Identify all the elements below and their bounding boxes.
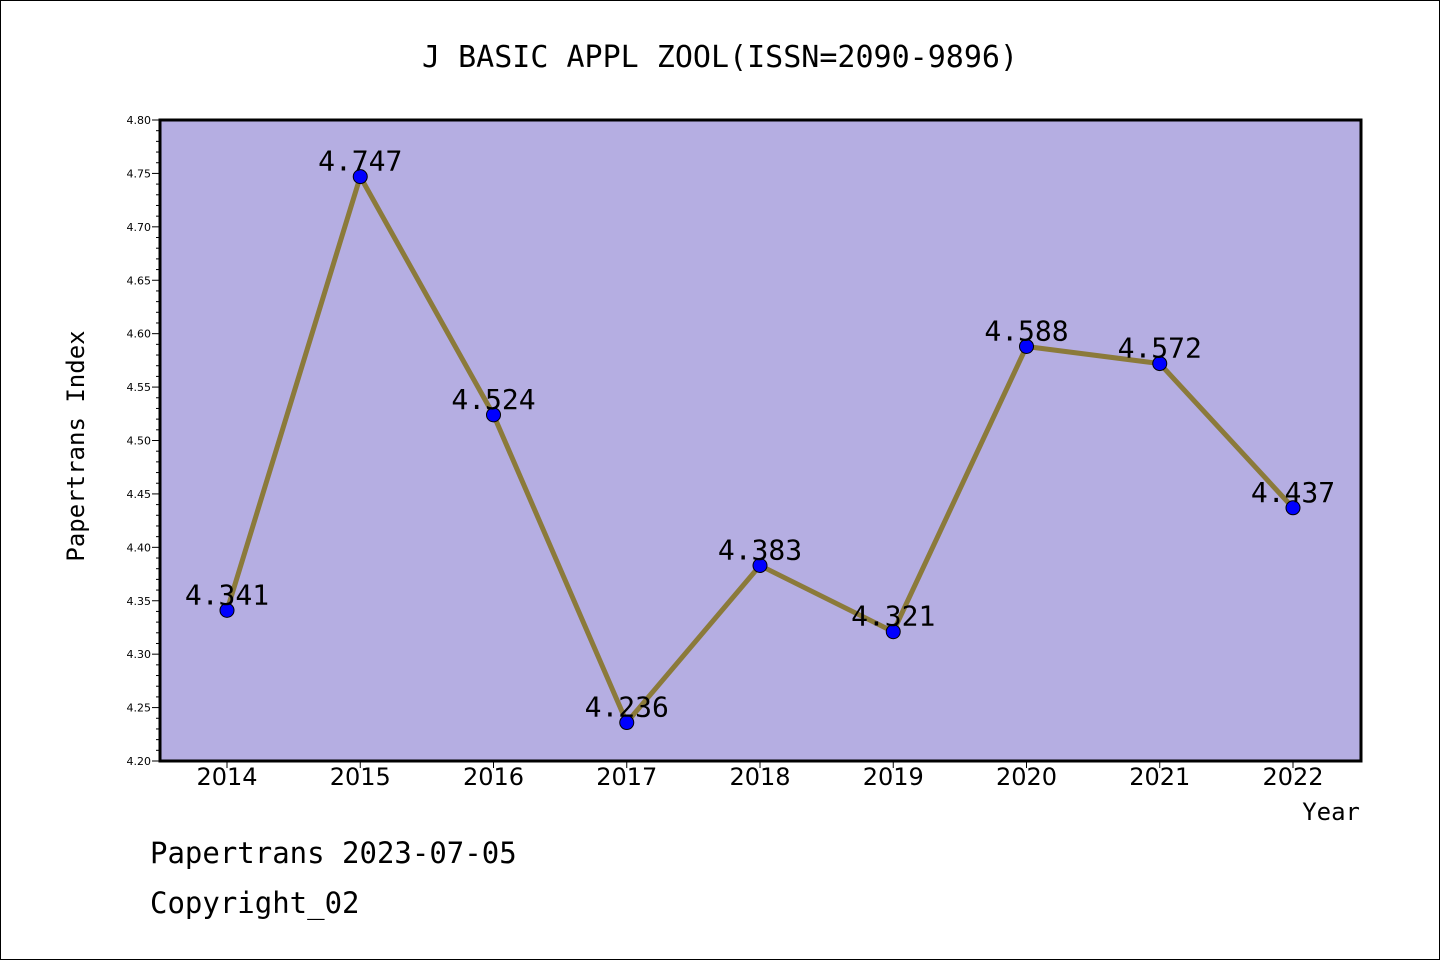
data-labels-group: 4.341 4.747 4.524 4.236 4.383 4.321 4.588 4.572… [185, 145, 1335, 724]
y-tick-label: 4.65 [127, 274, 152, 287]
data-label: 4.572 [1118, 332, 1202, 365]
x-axis: 2014 2015 2016 2017 2018 2019 2020 2021 2022 [196, 761, 1324, 791]
x-tick-label: 2022 [1262, 763, 1323, 791]
footer-copyright: Copyright_02 [150, 886, 360, 921]
y-tick-label: 4.20 [127, 755, 152, 768]
data-label: 4.236 [585, 691, 669, 724]
data-label: 4.341 [185, 578, 269, 611]
data-label: 4.588 [984, 314, 1068, 347]
data-point [352, 169, 368, 185]
data-point [1285, 500, 1301, 516]
chart-title: J BASIC APPL ZOOL(ISSN=2090-9896) [422, 40, 1018, 75]
y-tick-label: 4.70 [127, 221, 152, 234]
plot-area [158, 118, 1363, 763]
x-tick-label: 2016 [463, 763, 524, 791]
data-point [1019, 338, 1034, 354]
y-tick-label: 4.35 [127, 595, 152, 608]
data-point [752, 557, 768, 573]
x-tick-label: 2020 [996, 763, 1057, 791]
data-point [486, 407, 501, 423]
y-tick-label: 4.30 [127, 648, 152, 661]
x-tick-label: 2019 [863, 763, 924, 791]
y-tick-label: 4.60 [127, 328, 152, 341]
x-tick-label: 2021 [1129, 763, 1190, 791]
data-point [1152, 356, 1168, 372]
y-tick-label: 4.55 [127, 381, 152, 394]
data-point [885, 624, 901, 640]
x-axis-label: Year [1302, 798, 1360, 826]
x-tick-label: 2014 [196, 763, 257, 791]
data-label: 4.524 [451, 383, 535, 416]
x-tick-label: 2015 [330, 763, 391, 791]
data-point [219, 602, 235, 618]
y-axis-label: Papertrans Index [62, 330, 90, 561]
y-tick-label: 4.45 [127, 488, 152, 501]
data-label: 4.747 [318, 145, 402, 178]
series-line-group [219, 169, 1301, 731]
data-label: 4.437 [1251, 476, 1335, 509]
data-label: 4.383 [718, 533, 802, 566]
y-tick-label: 4.25 [127, 702, 152, 715]
y-tick-label: 4.75 [127, 167, 152, 180]
footer-date: Papertrans 2023-07-05 [150, 836, 517, 870]
x-tick-label: 2017 [596, 763, 657, 791]
data-point [619, 715, 635, 731]
y-tick-label: 4.40 [127, 541, 152, 554]
y-tick-label: 4.50 [127, 435, 152, 448]
x-tick-label: 2018 [729, 763, 790, 791]
data-label: 4.321 [851, 600, 935, 633]
y-axis: 4.20 4.25 4.30 4.35 4.40 4.45 4.50 4.55 4.60 4.65… [127, 114, 160, 768]
y-tick-label: 4.80 [127, 114, 152, 127]
